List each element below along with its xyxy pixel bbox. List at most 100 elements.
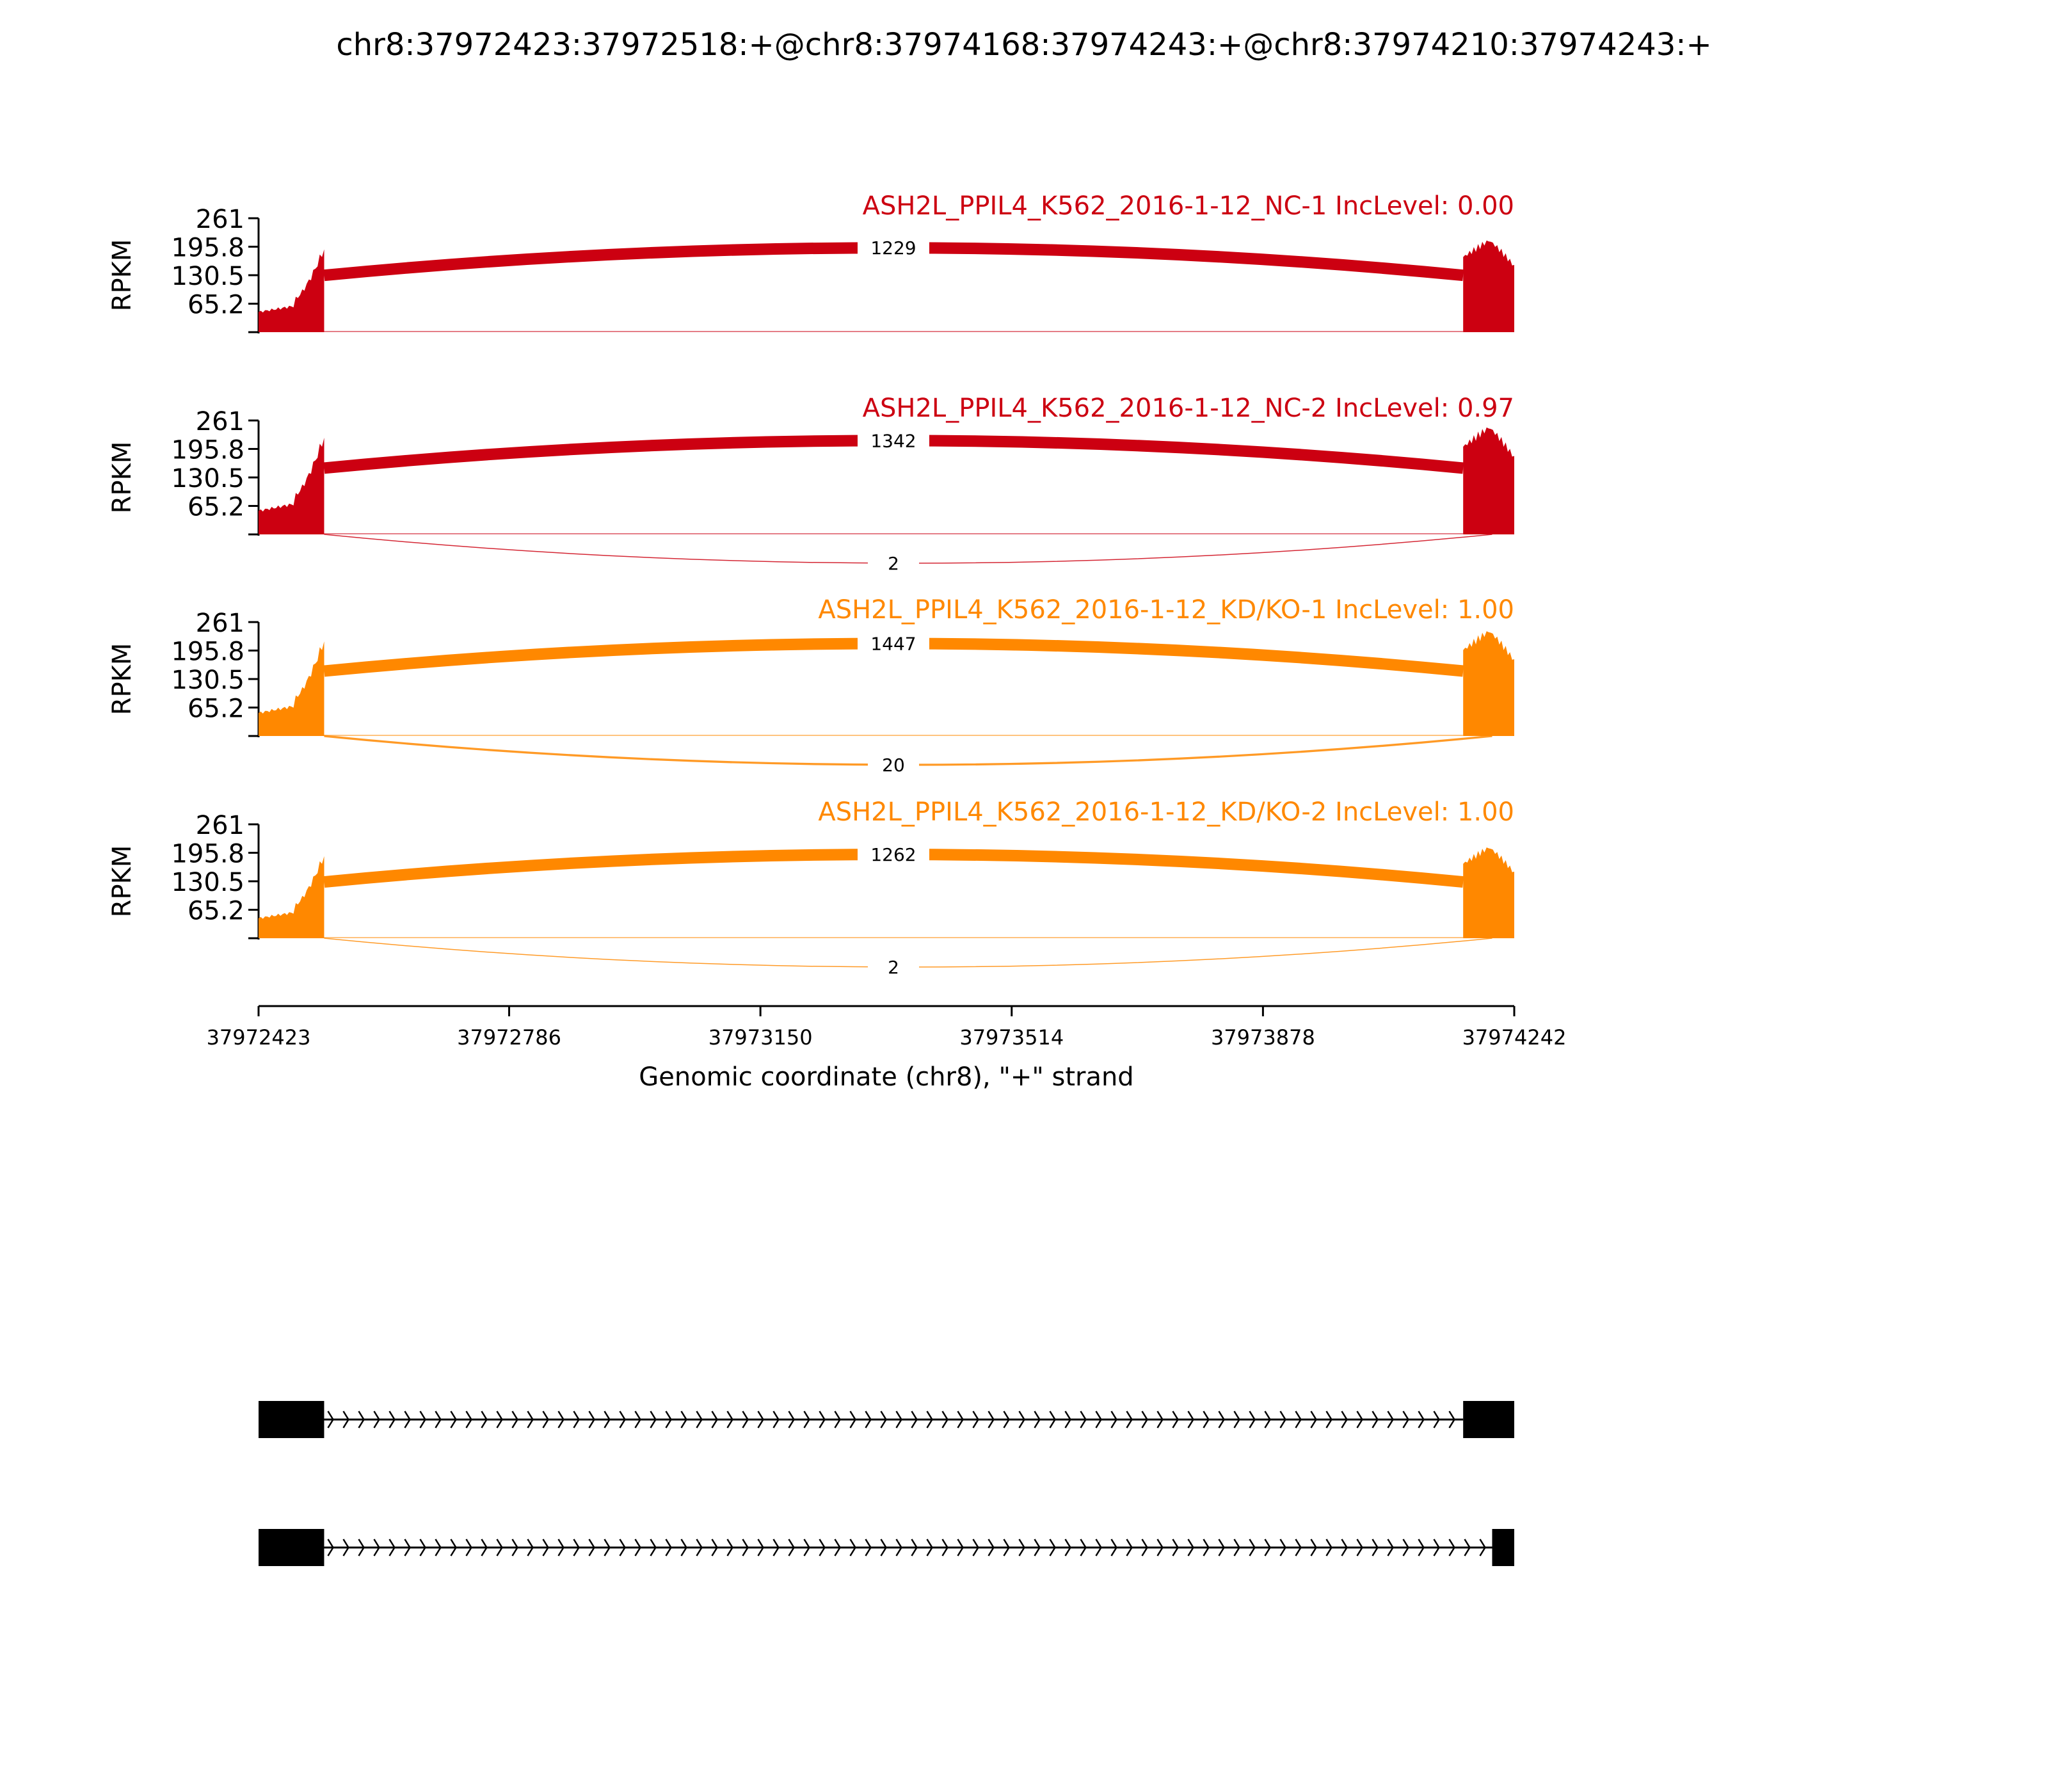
strand-arrow-icon: [772, 1539, 780, 1556]
strand-arrow-icon: [865, 1539, 872, 1556]
strand-arrow-icon: [911, 1411, 918, 1428]
x-tick-label: 37973514: [959, 1025, 1064, 1050]
y-axis-label: RPKM: [108, 239, 137, 312]
strand-arrow-icon: [496, 1539, 503, 1556]
strand-arrow-icon: [1295, 1539, 1302, 1556]
strand-arrow-icon: [1402, 1539, 1409, 1556]
exon-coverage-right: [1463, 427, 1514, 534]
strand-arrow-icon: [880, 1411, 887, 1428]
strand-arrow-icon: [342, 1539, 349, 1556]
chart-title: chr8:37972423:37972518:+@chr8:37974168:3…: [336, 27, 1712, 63]
x-tick-label: 37974242: [1462, 1025, 1567, 1050]
strand-arrow-icon: [849, 1411, 856, 1428]
strand-arrow-icon: [1356, 1539, 1363, 1556]
strand-arrow-icon: [358, 1411, 365, 1428]
sample-label: ASH2L_PPIL4_K562_2016-1-12_NC-1 IncLevel…: [863, 191, 1514, 221]
strand-arrow-icon: [972, 1539, 979, 1556]
exon-coverage-left: [259, 641, 324, 736]
strand-arrow-icon: [988, 1411, 995, 1428]
strand-arrow-icon: [1218, 1411, 1225, 1428]
strand-arrow-icon: [1018, 1411, 1025, 1428]
strand-arrow-icon: [1418, 1539, 1425, 1556]
strand-arrow-icon: [665, 1411, 672, 1428]
strand-arrow-icon: [988, 1539, 995, 1556]
strand-arrow-icon: [1448, 1411, 1455, 1428]
strand-arrow-icon: [696, 1411, 703, 1428]
strand-arrow-icon: [803, 1411, 810, 1428]
exon-block: [1463, 1401, 1514, 1438]
strand-arrow-icon: [557, 1539, 564, 1556]
strand-arrow-icon: [1141, 1539, 1148, 1556]
y-tick-label: 195.8: [171, 233, 244, 262]
y-tick-label: 130.5: [171, 464, 244, 493]
strand-arrow-icon: [1156, 1411, 1164, 1428]
strand-arrow-icon: [619, 1411, 626, 1428]
strand-arrow-icon: [1080, 1411, 1087, 1428]
strand-arrow-icon: [803, 1539, 810, 1556]
strand-arrow-icon: [1126, 1539, 1133, 1556]
x-tick-label: 37973150: [708, 1025, 813, 1050]
strand-arrow-icon: [1218, 1539, 1225, 1556]
y-tick-label: 130.5: [171, 262, 244, 291]
strand-arrow-icon: [1187, 1411, 1194, 1428]
strand-arrow-icon: [527, 1411, 534, 1428]
strand-arrow-icon: [588, 1411, 595, 1428]
strand-arrow-icon: [941, 1539, 948, 1556]
strand-arrow-icon: [327, 1411, 334, 1428]
strand-arrow-icon: [834, 1411, 841, 1428]
strand-arrow-icon: [957, 1539, 964, 1556]
strand-arrow-icon: [527, 1539, 534, 1556]
strand-arrow-icon: [788, 1411, 795, 1428]
junction-count-bg: [868, 755, 919, 775]
strand-arrow-icon: [1387, 1411, 1394, 1428]
strand-arrow-icon: [788, 1539, 795, 1556]
strand-arrow-icon: [1203, 1539, 1210, 1556]
strand-arrow-icon: [1095, 1411, 1102, 1428]
strand-arrow-icon: [1110, 1411, 1117, 1428]
strand-arrow-icon: [1018, 1539, 1025, 1556]
y-tick-label: 261: [196, 811, 244, 840]
strand-arrow-icon: [834, 1539, 841, 1556]
strand-arrow-icon: [1341, 1411, 1348, 1428]
strand-arrow-icon: [742, 1411, 749, 1428]
exon-coverage-right: [1463, 631, 1514, 736]
y-axis-label: RPKM: [108, 845, 137, 918]
strand-arrow-icon: [880, 1539, 887, 1556]
strand-arrow-icon: [450, 1539, 457, 1556]
strand-arrow-icon: [1233, 1539, 1240, 1556]
strand-arrow-icon: [865, 1411, 872, 1428]
junction-count-bg: [858, 236, 929, 260]
inclusion-junction-count: 1229: [870, 237, 916, 259]
strand-arrow-icon: [680, 1539, 687, 1556]
strand-arrow-icon: [1156, 1539, 1164, 1556]
strand-arrow-icon: [911, 1539, 918, 1556]
strand-arrow-icon: [1003, 1539, 1010, 1556]
exon-block: [259, 1401, 324, 1438]
strand-arrow-icon: [1172, 1539, 1179, 1556]
strand-arrow-icon: [742, 1539, 749, 1556]
y-tick-label: 65.2: [188, 694, 244, 724]
strand-arrow-icon: [342, 1411, 349, 1428]
strand-arrow-icon: [957, 1411, 964, 1428]
exon-coverage-left: [259, 438, 324, 534]
strand-arrow-icon: [1233, 1411, 1240, 1428]
junction-count-bg: [868, 957, 919, 977]
strand-arrow-icon: [1003, 1411, 1010, 1428]
inclusion-junction-count: 1447: [870, 634, 916, 655]
x-tick-label: 37973878: [1211, 1025, 1315, 1050]
strand-arrow-icon: [972, 1411, 979, 1428]
strand-arrow-icon: [1080, 1539, 1087, 1556]
strand-arrow-icon: [634, 1539, 641, 1556]
strand-arrow-icon: [634, 1411, 641, 1428]
strand-arrow-icon: [1187, 1539, 1194, 1556]
strand-arrow-icon: [1310, 1411, 1317, 1428]
strand-arrow-icon: [1387, 1539, 1394, 1556]
strand-arrow-icon: [1464, 1539, 1471, 1556]
strand-arrow-icon: [542, 1539, 549, 1556]
strand-arrow-icon: [650, 1411, 657, 1428]
strand-arrow-icon: [1264, 1539, 1271, 1556]
x-tick-label: 37972423: [207, 1025, 311, 1050]
